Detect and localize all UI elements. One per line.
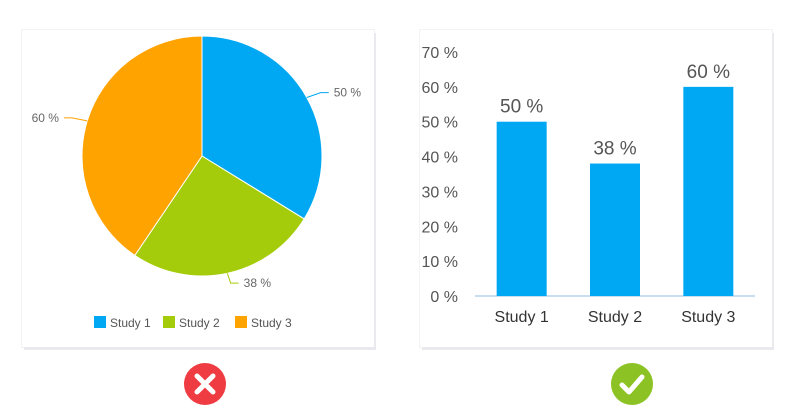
y-tick-label-5: 50 % — [422, 115, 458, 132]
y-tick-label-3: 30 % — [422, 184, 458, 201]
pie-data-label-1: 50 % — [334, 86, 362, 100]
pie-data-label-2: 38 % — [244, 276, 272, 290]
legend-entry-3: Study 3 — [251, 316, 292, 330]
y-tick-label-2: 20 % — [422, 219, 458, 236]
pie-data-label-3: 60 % — [32, 111, 60, 125]
y-tick-label-0: 0 % — [430, 289, 458, 306]
bar-2 — [590, 163, 640, 296]
bar-data-label-2: 38 % — [593, 139, 636, 160]
cross-mark — [194, 373, 216, 395]
check-circle — [611, 363, 653, 405]
check-circle-icon — [611, 363, 653, 405]
legend-swatch-1 — [94, 316, 106, 328]
pie-leader-line-3 — [63, 117, 88, 122]
pie-chart: 50 % 38 % 60 % Study 1 Study 2 Study 3 — [32, 35, 362, 330]
bar-data-label-1: 50 % — [500, 97, 543, 118]
legend-swatch-3 — [235, 316, 247, 328]
legend-entry-1: Study 1 — [110, 316, 151, 330]
y-tick-label-7: 70 % — [422, 45, 458, 62]
x-tick-label-1: Study 1 — [495, 309, 549, 326]
y-tick-label-1: 10 % — [422, 254, 458, 271]
y-tick-label-4: 40 % — [422, 150, 458, 167]
legend-entry-2: Study 2 — [179, 316, 220, 330]
x-tick-label-2: Study 2 — [588, 309, 642, 326]
check-mark — [619, 374, 645, 395]
bar-3 — [683, 86, 734, 296]
x-tick-label-3: Study 3 — [681, 309, 735, 326]
bar-chart-panel: 0 % 10 % 20 % 30 % 40 % 50 % 60 % 70 % 50 % Study… — [420, 30, 772, 347]
bar-chart: 0 % 10 % 20 % 30 % 40 % 50 % 60 % 70 % 50 % Study… — [422, 45, 755, 326]
bar-data-label-3: 60 % — [687, 62, 730, 83]
pie-leader-line-1 — [306, 92, 329, 98]
pie-leader-line-2 — [226, 273, 239, 284]
bar-1 — [496, 121, 547, 296]
cross-circle-icon — [184, 363, 226, 405]
y-tick-label-6: 60 % — [422, 80, 458, 97]
legend-swatch-2 — [163, 316, 175, 328]
pie-chart-panel: 50 % 38 % 60 % Study 1 Study 2 Study 3 — [22, 30, 374, 347]
pie-slice-3 — [81, 35, 203, 257]
